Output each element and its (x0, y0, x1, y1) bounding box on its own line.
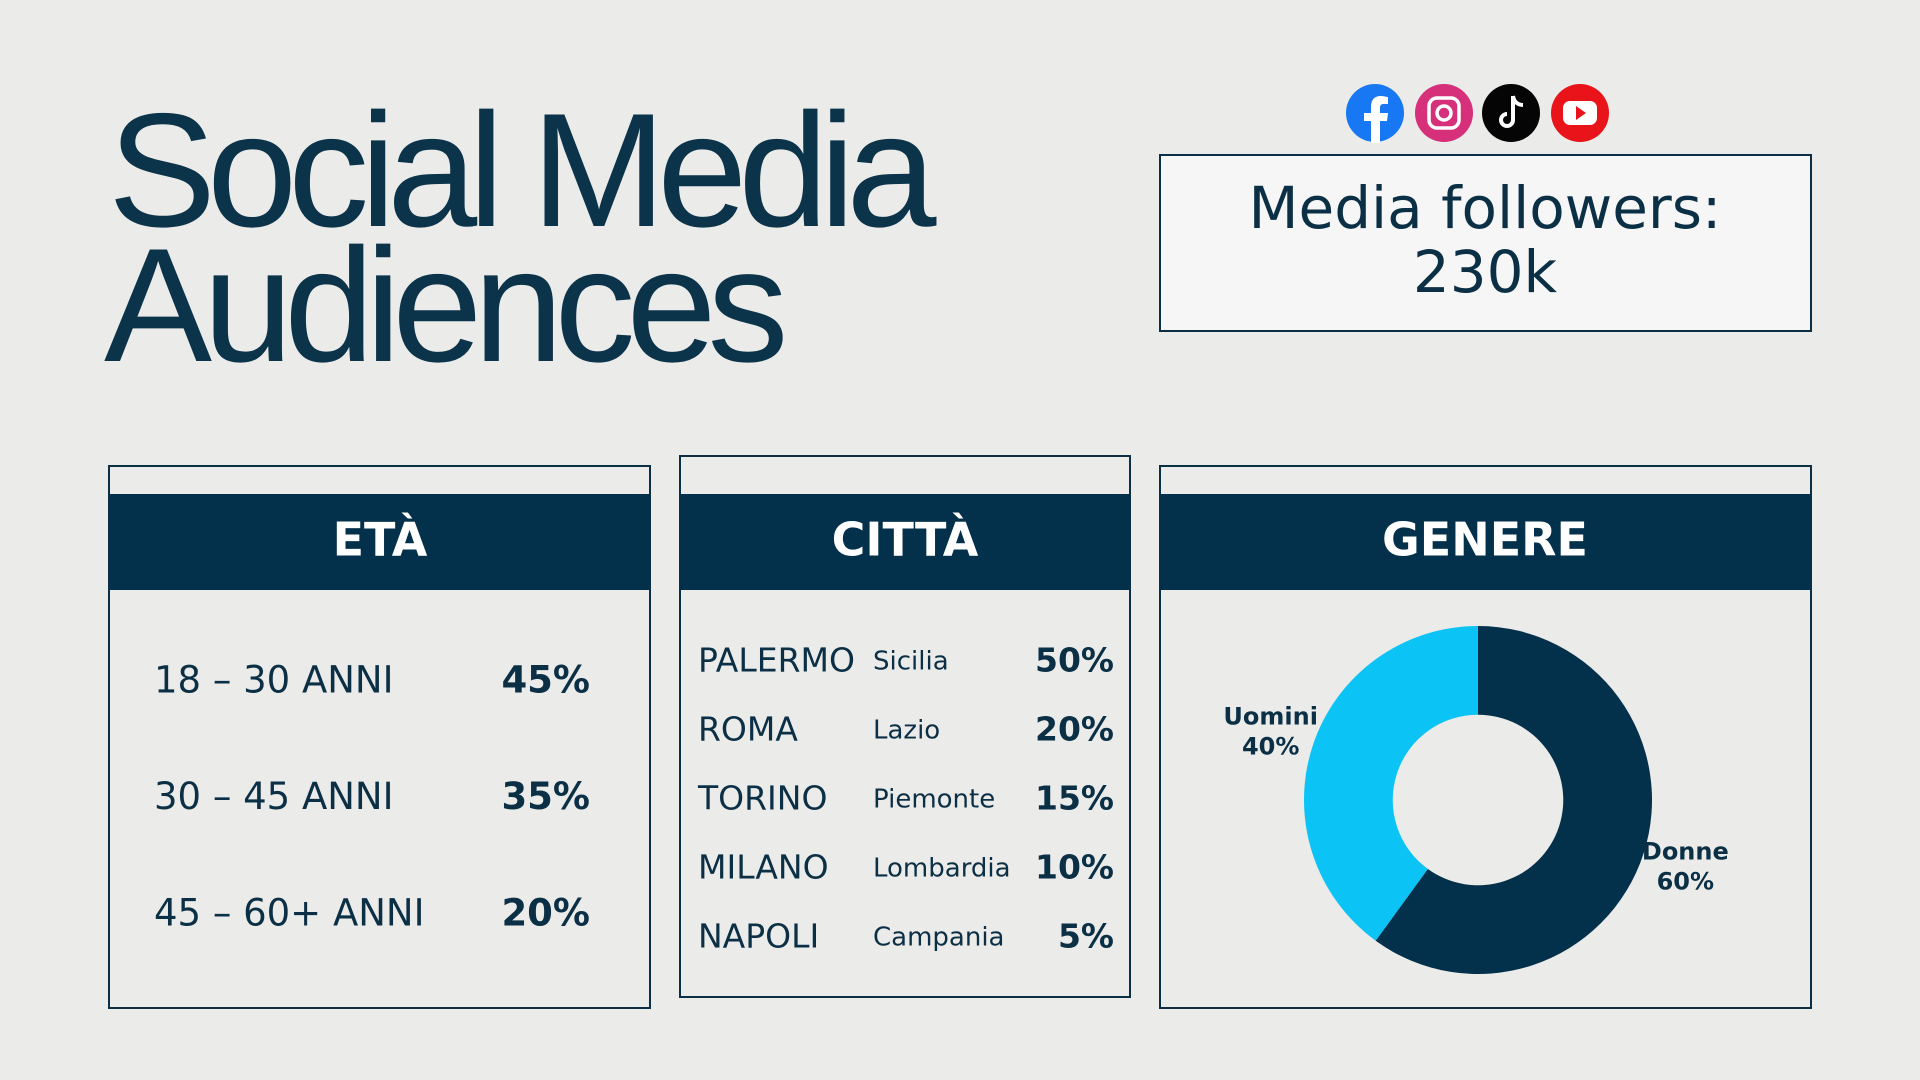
city-region: Lazio (873, 716, 940, 746)
slice-value: 40% (1242, 733, 1299, 761)
slice-value: 60% (1657, 867, 1714, 895)
age-percent: 45% (501, 659, 590, 702)
age-heading: ETÀ (333, 513, 428, 567)
followers-label: Media followers: (1249, 174, 1722, 242)
city-region: Sicilia (873, 647, 949, 677)
instagram-icon (1415, 84, 1473, 142)
city-percent: 5% (1058, 917, 1114, 956)
age-panel (108, 465, 651, 1009)
age-range: 18 – 30 ANNI (154, 659, 394, 702)
city-name: ROMA (698, 710, 798, 749)
city-name: MILANO (698, 848, 829, 887)
facebook-glyph (1364, 96, 1388, 143)
slice-label: Uomini (1223, 703, 1318, 731)
youtube-glyph (1576, 106, 1586, 120)
age-range: 30 – 45 ANNI (154, 775, 394, 818)
city-percent: 20% (1035, 710, 1114, 749)
slice-label: Donne (1642, 837, 1729, 865)
city-percent: 10% (1035, 848, 1114, 887)
age-range: 45 – 60+ ANNI (154, 892, 425, 935)
age-percent: 35% (501, 775, 590, 818)
gender-heading: GENERE (1382, 513, 1588, 567)
gender-header (1160, 494, 1811, 590)
city-panel (679, 455, 1131, 998)
title-line: Audiences (104, 215, 784, 396)
instagram-glyph (1435, 104, 1453, 122)
gender-panel (1159, 465, 1812, 1009)
city-region: Piemonte (873, 785, 995, 815)
title-line: Social Media (108, 80, 937, 261)
age-percent: 20% (501, 892, 590, 935)
city-percent: 50% (1035, 641, 1114, 680)
instagram-glyph (1427, 96, 1461, 130)
tiktok-glyph (1499, 95, 1524, 128)
city-name: PALERMO (698, 641, 855, 680)
donut-slice (1375, 626, 1652, 974)
social-icons (1346, 84, 1609, 143)
city-region: Campania (873, 923, 1005, 953)
donut-slice (1303, 626, 1478, 941)
followers-value: 230k (1413, 238, 1558, 306)
followers-box (1159, 154, 1812, 332)
age-header (109, 494, 650, 590)
city-region: Lombardia (873, 854, 1011, 884)
city-name: TORINO (697, 779, 827, 818)
city-name: NAPOLI (698, 917, 819, 956)
city-percent: 15% (1035, 779, 1114, 818)
city-heading: CITTÀ (832, 513, 979, 567)
city-header (680, 494, 1130, 590)
